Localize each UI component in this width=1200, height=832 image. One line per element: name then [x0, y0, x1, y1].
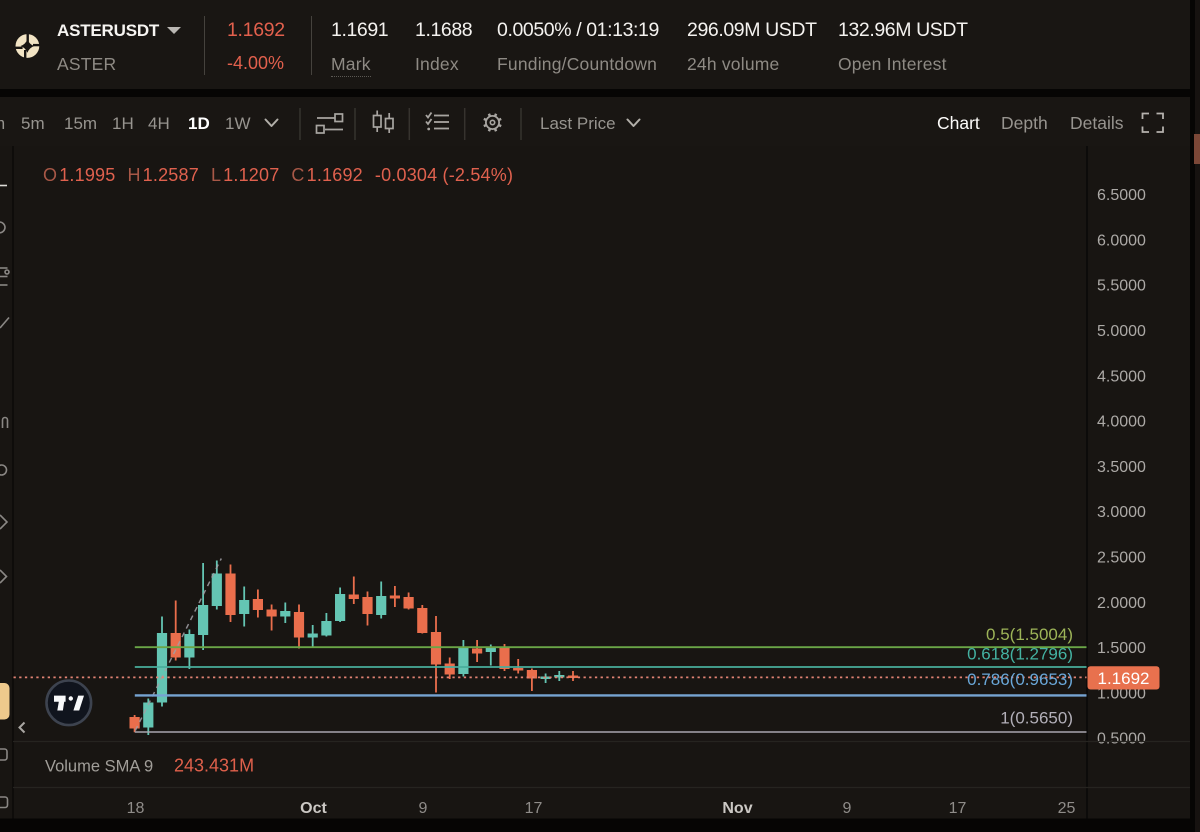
- svg-text:2.0000: 2.0000: [1097, 595, 1146, 612]
- svg-text:17: 17: [949, 800, 967, 817]
- svg-text:0.5(1.5004): 0.5(1.5004): [986, 625, 1073, 644]
- svg-text:3.0000: 3.0000: [1097, 504, 1146, 521]
- svg-text:Volume SMA 9: Volume SMA 9: [45, 758, 153, 776]
- svg-text:9: 9: [419, 800, 428, 817]
- svg-text:4.5000: 4.5000: [1097, 368, 1146, 385]
- svg-text:1.1692: 1.1692: [1098, 669, 1150, 688]
- svg-text:6.5000: 6.5000: [1097, 187, 1146, 204]
- svg-text:Nov: Nov: [722, 800, 752, 817]
- svg-text:9: 9: [843, 800, 852, 817]
- svg-text:Oct: Oct: [300, 800, 327, 817]
- svg-text:0.786(0.9653): 0.786(0.9653): [967, 670, 1073, 689]
- svg-text:1(0.5650): 1(0.5650): [1000, 709, 1073, 728]
- svg-text:17: 17: [525, 800, 543, 817]
- svg-text:1.0000: 1.0000: [1097, 685, 1146, 702]
- svg-text:243.431M: 243.431M: [174, 756, 254, 776]
- svg-text:25: 25: [1058, 800, 1076, 817]
- svg-text:3.5000: 3.5000: [1097, 459, 1146, 476]
- svg-text:4.0000: 4.0000: [1097, 414, 1146, 431]
- svg-text:2.5000: 2.5000: [1097, 550, 1146, 567]
- svg-text:18: 18: [127, 800, 145, 817]
- svg-text:5.0000: 5.0000: [1097, 323, 1146, 340]
- svg-text:6.0000: 6.0000: [1097, 232, 1146, 249]
- svg-text:0.5000: 0.5000: [1097, 731, 1146, 748]
- svg-text:5.5000: 5.5000: [1097, 278, 1146, 295]
- svg-text:0.618(1.2796): 0.618(1.2796): [967, 645, 1073, 664]
- svg-text:1.5000: 1.5000: [1097, 640, 1146, 657]
